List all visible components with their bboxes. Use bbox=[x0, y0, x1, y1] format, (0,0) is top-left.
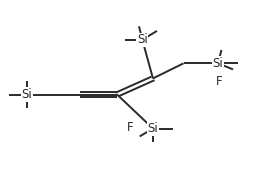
Text: Si: Si bbox=[137, 33, 148, 46]
Text: Si: Si bbox=[21, 88, 32, 101]
Text: Si: Si bbox=[148, 122, 158, 135]
Text: Si: Si bbox=[213, 57, 223, 70]
Text: F: F bbox=[127, 121, 133, 134]
Text: F: F bbox=[216, 75, 223, 88]
